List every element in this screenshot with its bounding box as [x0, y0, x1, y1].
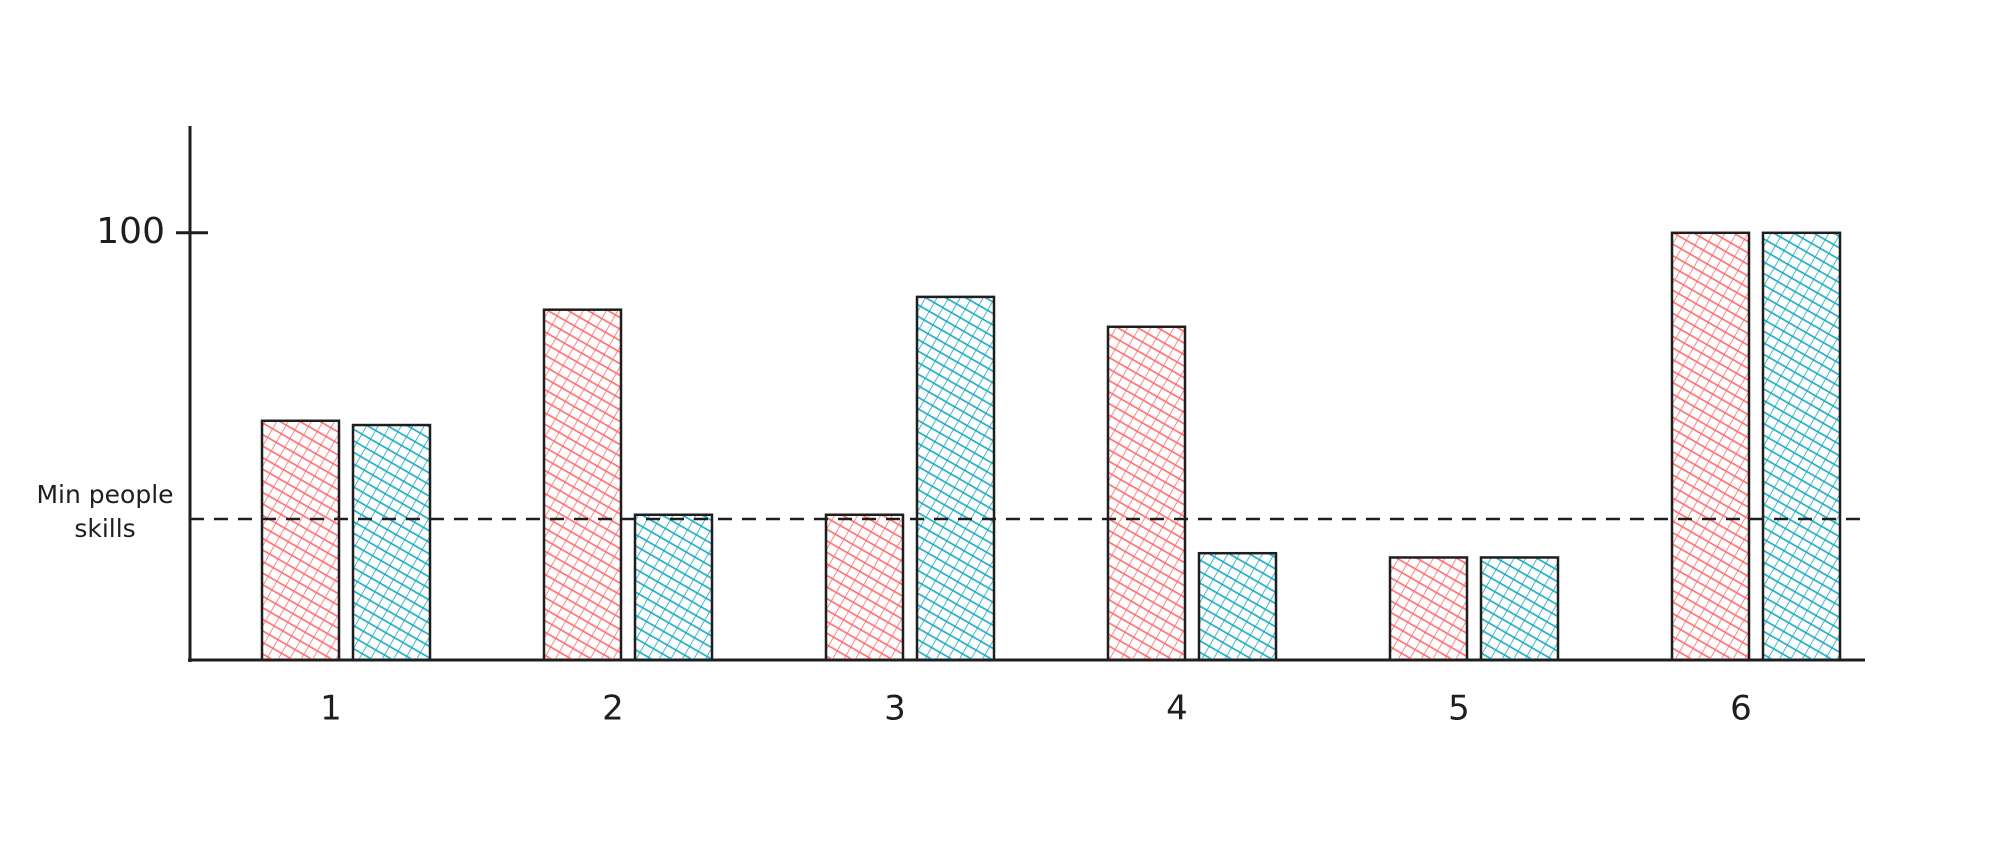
x-tick-label: 2: [602, 689, 624, 729]
bar: [1388, 556, 1469, 662]
x-tick-label: 1: [320, 689, 342, 729]
x-tick-label: 5: [1448, 689, 1470, 729]
bar: [1670, 231, 1751, 662]
x-tick-label: 4: [1166, 689, 1188, 729]
bar: [824, 513, 905, 662]
bar: [1479, 556, 1560, 662]
reference-label: Min people skills: [36, 480, 174, 543]
x-tick-label: 3: [884, 689, 906, 729]
bar: [1761, 231, 1842, 662]
bar: [351, 423, 432, 662]
bar: [1106, 325, 1187, 662]
bar: [633, 513, 714, 662]
bar: [1197, 551, 1278, 662]
bar: [542, 308, 623, 662]
bar: [260, 419, 341, 662]
x-tick-label: 6: [1730, 689, 1752, 729]
y-tick-label: 100: [96, 211, 165, 252]
bar: [915, 295, 996, 662]
